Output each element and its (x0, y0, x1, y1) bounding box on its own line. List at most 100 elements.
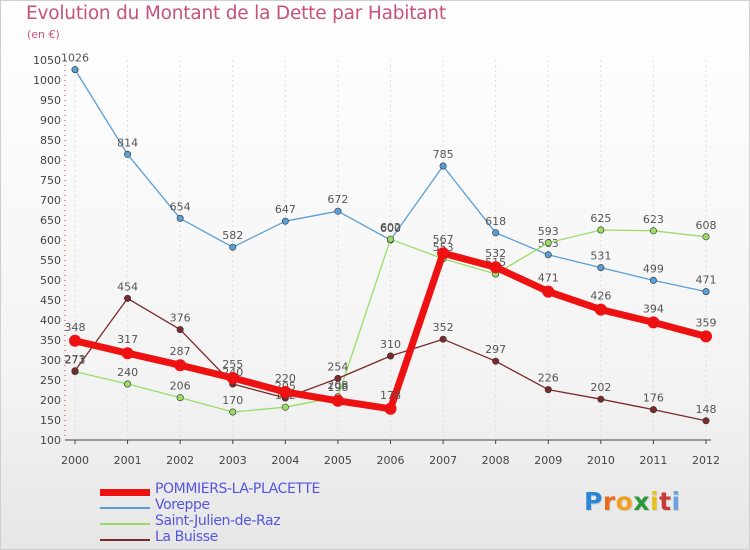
data-point (544, 386, 552, 394)
data-label: 148 (696, 403, 717, 416)
data-label: 499 (643, 262, 664, 275)
data-point (649, 276, 657, 284)
data-label: 426 (590, 290, 611, 303)
data-label: 532 (485, 247, 506, 260)
data-point (69, 334, 81, 347)
y-tick-label: 750 (40, 174, 61, 187)
data-label: 208 (327, 379, 348, 392)
data-point (492, 229, 500, 237)
data-point (176, 326, 184, 334)
data-point (597, 226, 605, 234)
data-label: 602 (380, 221, 401, 234)
data-label: 785 (433, 148, 454, 161)
legend-label: POMMIERS-LA-PLACETTE (155, 481, 320, 497)
data-point (544, 251, 552, 259)
y-tick-label: 100 (40, 434, 61, 447)
data-point (649, 406, 657, 414)
data-label: 672 (327, 193, 348, 206)
logo-letter: x (633, 487, 650, 516)
data-point (279, 386, 292, 398)
legend-swatch (100, 523, 150, 525)
data-point (331, 394, 344, 407)
data-point (71, 66, 79, 74)
data-point (597, 264, 605, 272)
x-tick-label: 2000 (61, 454, 89, 467)
logo-letter: o (615, 487, 634, 516)
data-label: 170 (222, 394, 243, 407)
data-point (334, 207, 342, 215)
data-point (334, 374, 342, 382)
data-label: 567 (433, 233, 454, 246)
data-label: 623 (643, 213, 664, 226)
x-tick-label: 2012 (692, 454, 720, 467)
legend-swatch (100, 488, 150, 496)
data-point (489, 261, 502, 274)
y-tick-label: 450 (40, 294, 61, 307)
data-label: 582 (222, 229, 243, 242)
data-point (649, 227, 657, 235)
legend-label: La Buisse (155, 529, 218, 545)
logo-letter: r (602, 487, 616, 516)
y-tick-label: 300 (40, 354, 61, 367)
x-tick-label: 2007 (429, 454, 457, 467)
data-point (544, 239, 552, 247)
logo-letter: i (671, 487, 681, 516)
data-point (71, 367, 79, 375)
logo-letter: t (659, 487, 672, 516)
y-tick-label: 400 (40, 314, 61, 327)
data-label: 240 (117, 366, 138, 379)
data-label: 608 (696, 219, 717, 232)
data-point (386, 352, 394, 360)
data-label: 254 (327, 360, 348, 373)
data-point (647, 316, 660, 329)
data-label: 220 (275, 372, 296, 385)
data-point (597, 395, 605, 403)
y-tick-label: 1050 (33, 54, 61, 67)
x-tick-label: 2004 (271, 454, 299, 467)
data-point (702, 233, 710, 241)
data-point (124, 380, 132, 388)
data-point (594, 303, 607, 316)
y-tick-label: 700 (40, 194, 61, 207)
data-label: 647 (275, 203, 296, 216)
data-label: 348 (65, 321, 86, 334)
data-label: 471 (538, 272, 559, 285)
data-label: 206 (170, 380, 191, 393)
x-tick-label: 2011 (639, 454, 667, 467)
data-label: 1026 (61, 52, 89, 65)
x-tick-label: 2009 (534, 454, 562, 467)
data-point (281, 403, 289, 411)
y-tick-label: 250 (40, 374, 61, 387)
data-point (124, 294, 132, 302)
data-point (702, 288, 710, 296)
x-tick-label: 2002 (166, 454, 194, 467)
proxiti-logo: Proxiti (584, 487, 681, 516)
data-point (176, 394, 184, 402)
data-label: 814 (117, 136, 138, 149)
data-label: 352 (433, 321, 454, 334)
x-tick-label: 2001 (114, 454, 142, 467)
data-point (121, 347, 134, 360)
data-label: 471 (696, 274, 717, 287)
data-point (439, 335, 447, 343)
data-point (439, 162, 447, 170)
line-chart: 100 150 200 250 300 350 400 450 500 550 600 650 700 7… (33, 52, 720, 467)
data-label: 394 (643, 302, 664, 315)
data-label: 273 (65, 353, 86, 366)
legend-label: Voreppe (155, 497, 210, 513)
data-label: 176 (643, 392, 664, 405)
data-label: 531 (590, 250, 611, 263)
y-tick-label: 1000 (33, 74, 61, 87)
y-tick-label: 600 (40, 234, 61, 247)
x-tick-label: 2010 (587, 454, 615, 467)
data-point (124, 150, 132, 158)
y-tick-label: 200 (40, 394, 61, 407)
data-point (229, 408, 237, 416)
legend-label: Saint-Julien-de-Raz (155, 513, 281, 529)
y-tick-label: 650 (40, 214, 61, 227)
data-label: 654 (170, 200, 191, 213)
x-tick-label: 2003 (219, 454, 247, 467)
y-tick-label: 850 (40, 134, 61, 147)
logo-letter: P (584, 487, 603, 516)
